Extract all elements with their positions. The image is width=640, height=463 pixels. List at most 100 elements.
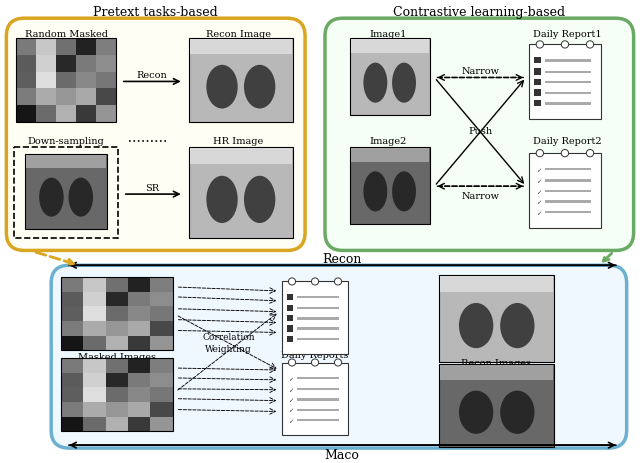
Text: Image1: Image1	[369, 30, 406, 38]
Bar	[96, 56, 116, 72]
Bar	[150, 307, 173, 321]
Ellipse shape	[206, 176, 237, 224]
Bar	[17, 89, 36, 106]
Bar	[96, 89, 116, 106]
Text: ✓: ✓	[536, 179, 541, 184]
FancyBboxPatch shape	[51, 266, 627, 448]
Bar	[17, 56, 36, 72]
Bar	[106, 307, 128, 321]
Text: Correlation: Correlation	[202, 332, 255, 341]
Bar	[296, 307, 339, 310]
Bar	[36, 72, 56, 89]
Bar	[61, 336, 83, 350]
Bar	[36, 39, 56, 56]
Bar	[128, 388, 150, 402]
Text: Push: Push	[468, 127, 492, 136]
Bar	[128, 417, 150, 432]
Bar	[282, 282, 348, 355]
Bar	[150, 321, 173, 336]
Text: ✓: ✓	[536, 168, 541, 173]
Circle shape	[561, 150, 568, 157]
Circle shape	[289, 278, 296, 285]
Text: HR Image: HR Image	[213, 137, 264, 146]
Bar	[545, 93, 591, 95]
Bar	[83, 417, 106, 432]
Bar	[61, 307, 83, 321]
Bar	[545, 71, 591, 74]
Bar	[83, 321, 106, 336]
Bar	[529, 45, 601, 120]
Bar	[189, 39, 293, 123]
Text: ✓: ✓	[288, 407, 293, 413]
Circle shape	[536, 42, 543, 49]
Text: Narrow: Narrow	[461, 67, 499, 76]
Text: Pretext tasks-based: Pretext tasks-based	[93, 6, 218, 19]
Bar	[150, 358, 173, 373]
Bar	[56, 39, 76, 56]
Bar	[83, 277, 106, 292]
Bar	[287, 336, 293, 342]
Bar	[287, 325, 293, 332]
Bar	[106, 417, 128, 432]
Text: Daily Reports: Daily Reports	[282, 350, 349, 359]
Bar	[83, 358, 106, 373]
Bar	[61, 277, 173, 350]
Bar	[350, 39, 429, 116]
Circle shape	[335, 278, 342, 285]
Text: Maco: Maco	[324, 448, 359, 461]
Bar	[128, 321, 150, 336]
Bar	[96, 39, 116, 56]
Ellipse shape	[500, 391, 534, 434]
Text: ✓: ✓	[288, 418, 293, 423]
Bar	[106, 388, 128, 402]
Bar	[529, 154, 601, 228]
Bar	[17, 39, 36, 56]
Circle shape	[586, 42, 594, 49]
Bar	[17, 72, 36, 89]
Bar	[545, 212, 591, 214]
Text: Image2: Image2	[369, 137, 406, 146]
Bar	[61, 417, 83, 432]
Bar	[296, 296, 339, 299]
Bar	[282, 363, 348, 435]
Circle shape	[586, 150, 594, 157]
Bar	[83, 373, 106, 388]
Bar	[287, 315, 293, 322]
Ellipse shape	[206, 66, 237, 109]
Bar	[76, 56, 96, 72]
Ellipse shape	[364, 172, 387, 212]
Text: Recon Image: Recon Image	[206, 30, 271, 38]
Bar	[76, 72, 96, 89]
Bar	[76, 106, 96, 123]
Text: Contrastive learning-based: Contrastive learning-based	[393, 6, 565, 19]
Bar	[56, 56, 76, 72]
Bar	[106, 336, 128, 350]
Bar	[56, 106, 76, 123]
Bar	[545, 82, 591, 84]
Ellipse shape	[459, 303, 493, 349]
Bar	[83, 307, 106, 321]
Bar	[128, 336, 150, 350]
Ellipse shape	[39, 178, 63, 217]
Bar	[76, 39, 96, 56]
Bar	[150, 388, 173, 402]
Bar	[128, 277, 150, 292]
Bar	[296, 398, 339, 401]
Ellipse shape	[364, 63, 387, 103]
Bar	[545, 190, 591, 193]
Bar	[545, 201, 591, 203]
Bar	[106, 358, 128, 373]
Ellipse shape	[459, 391, 493, 434]
Bar	[106, 373, 128, 388]
Bar	[61, 402, 83, 417]
Bar	[351, 40, 429, 54]
Bar	[106, 292, 128, 307]
Text: Recon: Recon	[136, 71, 167, 80]
Text: Down-sampling: Down-sampling	[28, 137, 104, 146]
Bar	[440, 364, 554, 447]
Bar	[534, 58, 541, 64]
Bar	[61, 373, 83, 388]
Bar	[61, 358, 173, 432]
Bar	[61, 292, 83, 307]
Bar	[83, 388, 106, 402]
